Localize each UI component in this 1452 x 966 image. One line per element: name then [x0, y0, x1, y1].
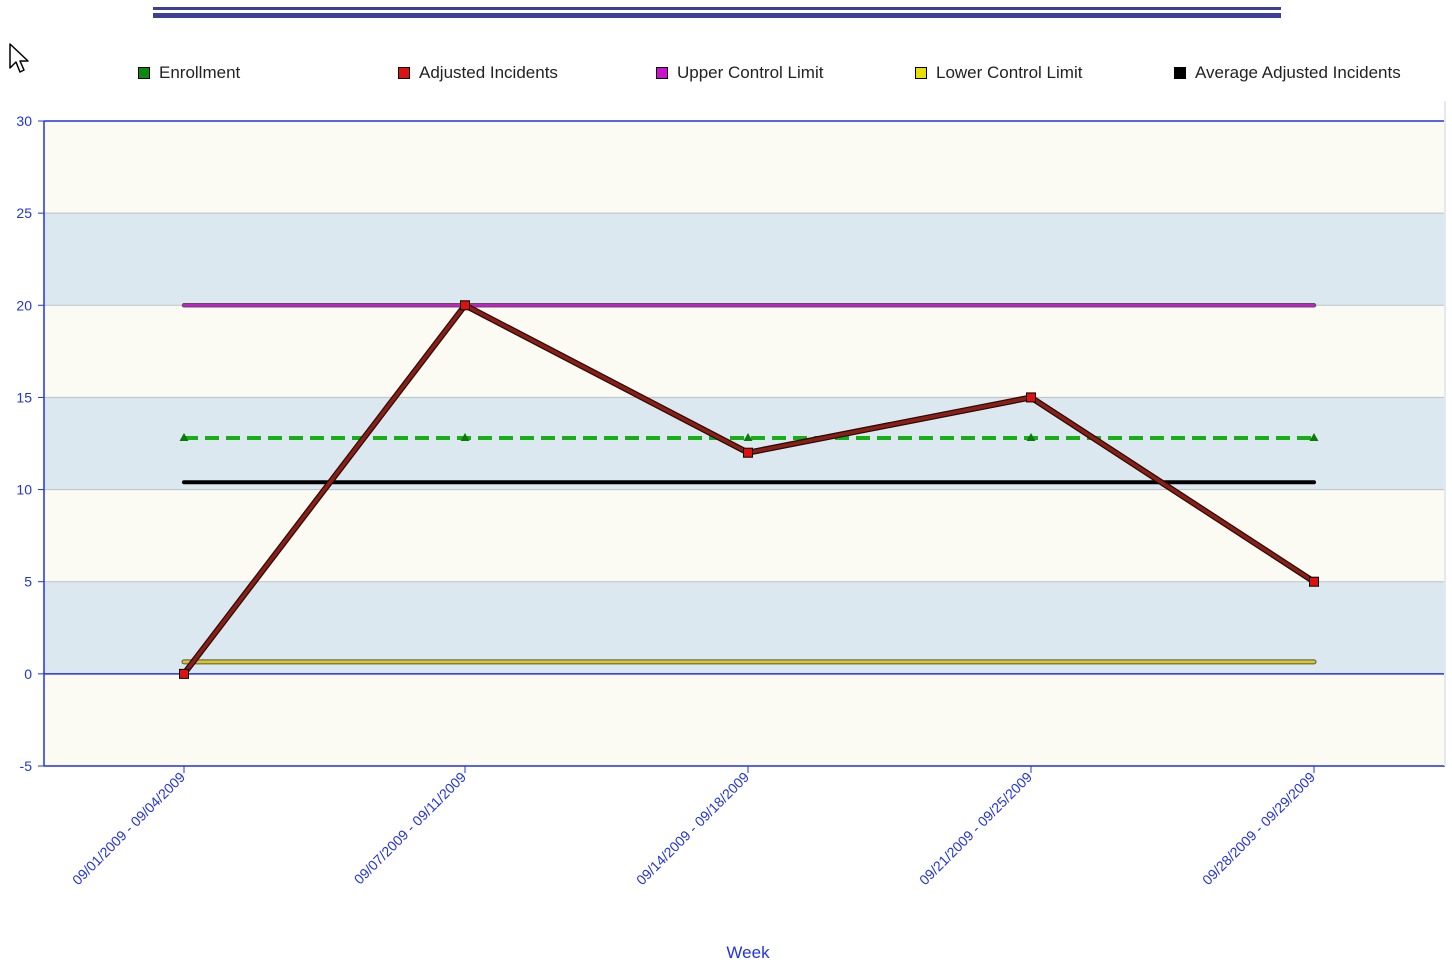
- plot-band: [44, 305, 1445, 398]
- x-axis-title: Week: [726, 943, 770, 962]
- x-tick-label: 09/14/2009 - 09/18/2009: [633, 769, 752, 888]
- y-tick-label: -5: [20, 758, 33, 774]
- series-lines: [179, 300, 1319, 679]
- y-axis-ticks: -5 0 5 10 15 20 25 30: [16, 113, 44, 774]
- x-tick-label: 09/07/2009 - 09/11/2009: [351, 769, 470, 888]
- legend-item-average-adjusted-incidents[interactable]: Average Adjusted Incidents: [1174, 63, 1401, 83]
- enrollment-point: [179, 432, 189, 441]
- plot-band: [44, 397, 1445, 490]
- y-tick-label: 0: [24, 666, 32, 682]
- axes: [43, 101, 1446, 767]
- legend-swatch: [1174, 67, 1186, 79]
- legend-label: Lower Control Limit: [936, 63, 1083, 82]
- legend-label: Average Adjusted Incidents: [1195, 63, 1401, 82]
- plot-band: [44, 673, 1445, 766]
- enrollment-point: [1309, 432, 1319, 441]
- plot-band: [44, 489, 1445, 582]
- x-axis-ticks: 09/01/2009 - 09/04/2009 09/07/2009 - 09/1…: [69, 766, 1318, 888]
- enrollment-point: [460, 432, 470, 441]
- legend-label: Upper Control Limit: [677, 63, 824, 82]
- y-tick-label: 15: [16, 389, 32, 405]
- legend-swatch: [398, 67, 410, 79]
- header-rule: [153, 7, 1281, 18]
- x-tick-label: 09/01/2009 - 09/04/2009: [69, 769, 188, 888]
- enrollment-point: [1026, 432, 1036, 441]
- legend-item-upper-control-limit[interactable]: Upper Control Limit: [656, 63, 823, 83]
- adjusted-incidents-point: [460, 300, 470, 311]
- enrollment-point: [743, 432, 753, 441]
- mouse-pointer-icon: [9, 43, 29, 73]
- legend-label: Adjusted Incidents: [419, 63, 558, 82]
- y-tick-label: 5: [24, 574, 32, 590]
- plot-band: [44, 121, 1445, 214]
- legend-label: Enrollment: [159, 63, 241, 82]
- y-tick-label: 10: [16, 482, 32, 498]
- x-tick-label: 09/28/2009 - 09/29/2009: [1199, 769, 1318, 888]
- adjusted-incidents-point: [1026, 392, 1036, 403]
- x-tick-label: 09/21/2009 - 09/25/2009: [916, 769, 1035, 888]
- legend-swatch: [915, 67, 927, 79]
- adjusted-incidents-point: [179, 668, 189, 679]
- legend-swatch: [656, 67, 668, 79]
- y-tick-label: 25: [16, 205, 32, 221]
- legend-item-adjusted-incidents[interactable]: Adjusted Incidents: [398, 63, 558, 83]
- adjusted-incidents-point: [743, 447, 753, 458]
- adjusted-incidents-point: [1309, 576, 1319, 587]
- legend-item-lower-control-limit[interactable]: Lower Control Limit: [915, 63, 1082, 83]
- legend-item-enrollment[interactable]: Enrollment: [138, 63, 240, 83]
- y-tick-label: 30: [16, 113, 32, 129]
- plot-background: [44, 121, 1445, 766]
- y-tick-label: 20: [16, 297, 32, 313]
- plot-band: [44, 213, 1445, 306]
- legend-swatch: [138, 67, 150, 79]
- plot-band: [44, 581, 1445, 674]
